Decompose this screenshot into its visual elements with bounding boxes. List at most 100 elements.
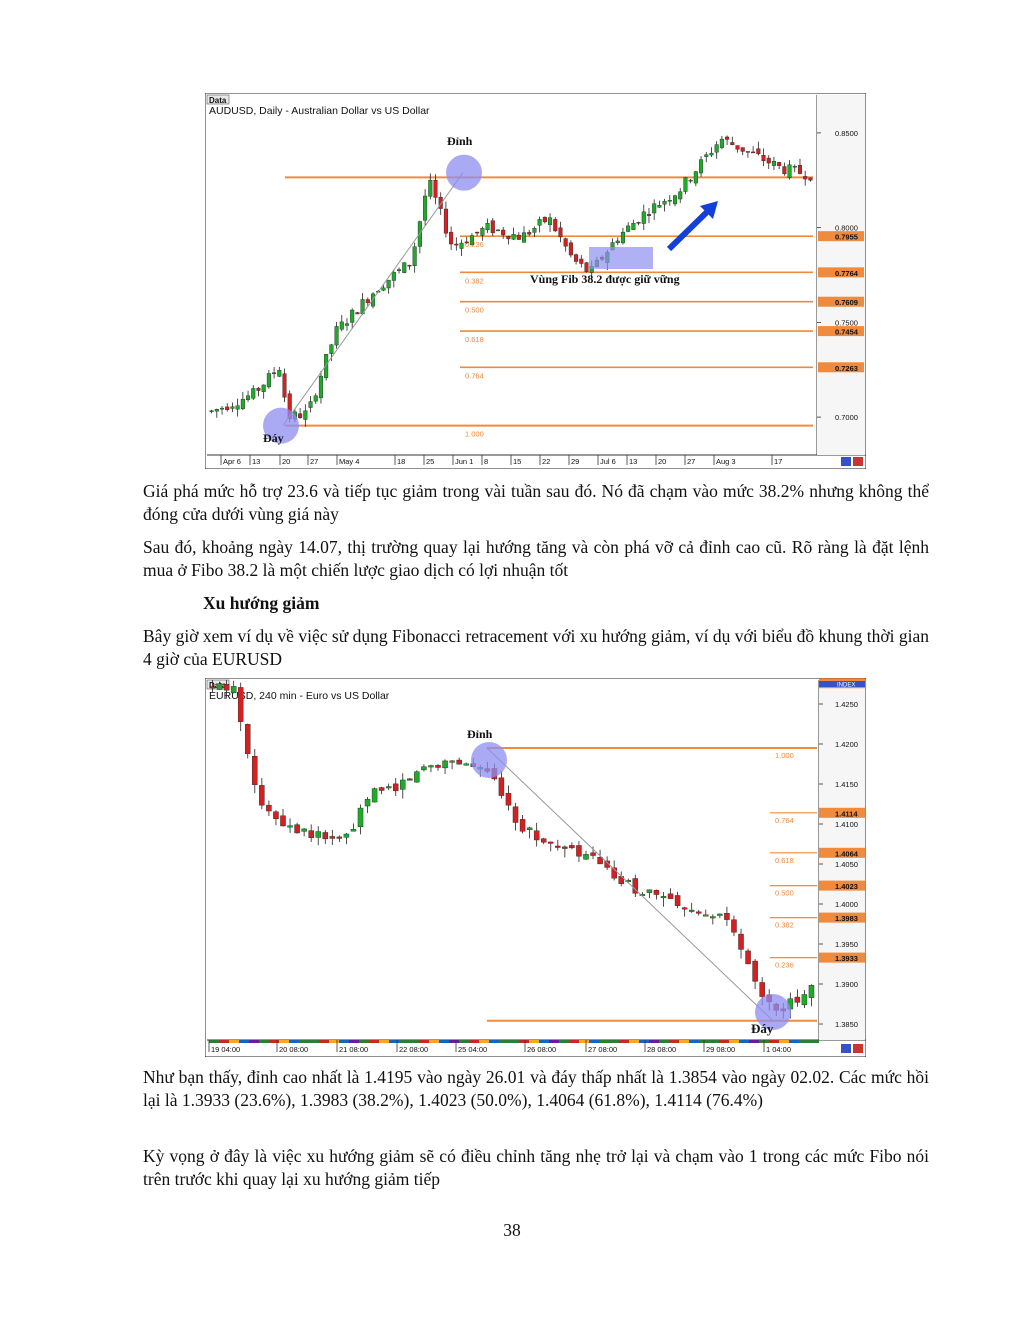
paragraph-2: Sau đó, khoảng ngày 14.07, thị trường qu… <box>143 537 929 580</box>
candle <box>548 213 553 233</box>
candle <box>646 207 652 224</box>
fib-ratio-label: 1.000 <box>465 430 484 439</box>
price-tag: 1.3933 <box>835 954 858 963</box>
candle <box>683 176 688 195</box>
paragraph-1: Giá phá mức hỗ trợ 23.6 và tiếp tục giảm… <box>143 481 929 524</box>
y-tick-label: 1.4250 <box>835 700 858 709</box>
candle <box>371 787 378 803</box>
x-tick-label: 28 08:00 <box>647 1045 676 1054</box>
x-tick-label: 15 <box>513 457 521 466</box>
candle <box>480 226 485 241</box>
candle <box>782 162 787 176</box>
candle <box>230 402 235 413</box>
candle <box>301 828 307 837</box>
candle <box>344 318 350 331</box>
candle <box>357 804 364 835</box>
candle <box>350 823 357 832</box>
index-tag: INDEX <box>837 683 855 689</box>
candle <box>303 404 308 427</box>
candle <box>251 385 256 401</box>
x-tick-label: 29 <box>571 457 579 466</box>
candle <box>611 860 617 881</box>
section-heading: Xu hướng giảm <box>203 593 320 613</box>
candle <box>662 198 667 212</box>
candle <box>752 959 758 990</box>
candle <box>681 906 688 917</box>
x-tick-label: May 4 <box>339 457 359 466</box>
x-tick-label: Apr 6 <box>223 457 241 466</box>
candle <box>219 405 225 415</box>
candle <box>792 164 797 173</box>
candle <box>717 913 723 919</box>
y-tick-label: 1.4000 <box>835 900 858 909</box>
candle <box>370 292 376 309</box>
candle <box>485 218 490 233</box>
candle <box>672 194 678 207</box>
candle <box>365 297 370 307</box>
candle <box>308 824 314 843</box>
candle <box>449 226 454 250</box>
candle <box>364 797 371 814</box>
x-tick-label: 20 <box>282 457 290 466</box>
x-tick-label: 22 08:00 <box>399 1045 428 1054</box>
candle <box>464 236 469 244</box>
x-tick-label: 27 <box>687 457 695 466</box>
price-tag: 1.3983 <box>835 914 858 923</box>
candle <box>563 237 568 252</box>
x-tick-label: 1 04:00 <box>766 1045 791 1054</box>
candle <box>724 906 730 926</box>
candle <box>256 386 261 397</box>
paragraph-5: Kỳ vọng ở đây là việc xu hướng giảm sẽ c… <box>143 1146 929 1189</box>
x-tick-label: 19 04:00 <box>211 1045 240 1054</box>
fib-price-tag: 0.7955 <box>835 233 858 242</box>
candle <box>699 156 704 177</box>
x-tick-label: 18 <box>397 457 405 466</box>
candle <box>397 267 402 274</box>
candle <box>490 218 495 237</box>
candle <box>652 199 657 220</box>
fib-ratio-label: 0.236 <box>775 961 794 970</box>
candle <box>343 832 350 845</box>
candle <box>558 221 563 243</box>
candle <box>318 370 323 404</box>
chart-frame <box>205 93 866 469</box>
y-tick-label: 0.8000 <box>835 224 858 233</box>
candle <box>688 902 695 913</box>
candle <box>583 850 589 860</box>
candle <box>277 366 282 378</box>
candle <box>710 914 716 925</box>
candle <box>381 284 386 292</box>
candle <box>216 681 223 691</box>
candle <box>475 231 480 236</box>
x-tick-label: 20 <box>658 457 666 466</box>
candle <box>392 778 399 796</box>
paragraph-3: Bây giờ xem ví dụ về việc sử dụng Fibona… <box>143 626 929 669</box>
chart-eurusd: Data EURUSD, 240 min - Euro vs US Dollar… <box>205 678 866 1057</box>
candle <box>761 148 766 167</box>
data-tag: Data <box>209 96 227 105</box>
candle <box>568 240 573 258</box>
candle <box>433 174 438 205</box>
candle <box>223 680 230 699</box>
candle <box>719 135 724 150</box>
candle <box>555 839 561 851</box>
x-tick-label: 13 <box>629 457 637 466</box>
x-tick-label: 8 <box>484 457 488 466</box>
candle <box>442 759 448 775</box>
candle <box>261 384 266 399</box>
candle <box>245 723 251 759</box>
candle <box>266 800 272 816</box>
candle <box>322 829 329 844</box>
bottom-marker <box>263 407 299 444</box>
y-tick-label: 0.7500 <box>835 318 858 327</box>
candle <box>386 279 391 294</box>
candle <box>631 219 636 230</box>
up-arrow <box>666 208 711 252</box>
fib-ratio-label: 0.500 <box>465 306 484 315</box>
price-tag: 1.4114 <box>835 809 858 818</box>
candle <box>771 156 776 171</box>
candle <box>532 226 537 238</box>
x-tick-label: Jul 6 <box>600 457 616 466</box>
candle <box>521 226 527 243</box>
candle <box>252 748 258 794</box>
